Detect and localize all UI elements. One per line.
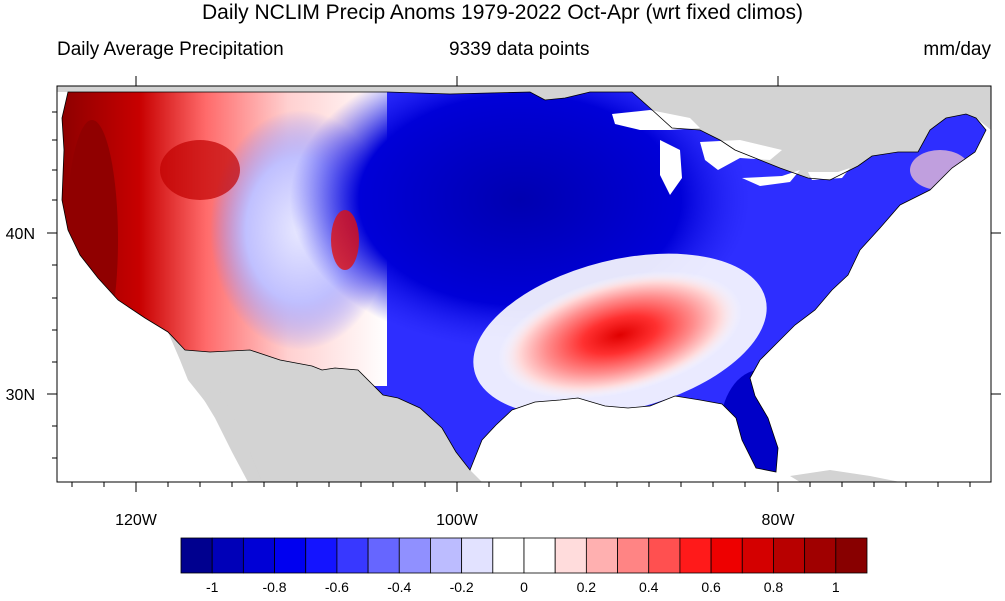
mexico-land <box>168 332 482 482</box>
colorbar-swatch <box>367 537 400 574</box>
colorbar-swatch <box>430 537 463 574</box>
colorbar-label: -0.2 <box>450 579 474 595</box>
subtitle-center: 9339 data points <box>449 39 590 60</box>
us-outline <box>61 91 987 473</box>
colorbar-label: 0.2 <box>577 579 597 595</box>
colorbar-label: -0.4 <box>387 579 411 595</box>
colorbar-swatch <box>617 537 650 574</box>
colorbar-swatch <box>211 537 244 574</box>
axis-ticks <box>47 76 1001 492</box>
colorbar-swatch <box>710 537 743 574</box>
colorbar-swatch <box>461 537 494 574</box>
colorbar-swatch <box>741 537 774 574</box>
colorbar-swatch <box>336 537 369 574</box>
colorbar-label: 0 <box>520 579 528 595</box>
colorbar-swatch <box>398 537 431 574</box>
subtitle-left: Daily Average Precipitation <box>57 39 284 60</box>
colorbar-label: 0.4 <box>639 579 659 595</box>
baja-peninsula <box>186 356 262 482</box>
colorbar-swatch <box>305 537 338 574</box>
colorbar-swatch <box>523 537 556 574</box>
x-tick-80w: 80W <box>762 512 796 529</box>
colorbar-label: 0.6 <box>701 579 721 595</box>
colorbar: -1 -0.8 -0.6 -0.4 -0.2 0 0.2 0.4 0.6 0.8 1 <box>180 537 868 595</box>
colorbar-label: 1 <box>832 579 840 595</box>
map-title: Daily NCLIM Precip Anoms 1979-2022 Oct-A… <box>201 1 804 24</box>
colorbar-swatch <box>773 537 806 574</box>
colorbar-swatch <box>648 537 681 574</box>
colorbar-swatch <box>804 537 837 574</box>
y-tick-30n: 30N <box>6 387 35 404</box>
colorbar-label: -1 <box>206 579 219 595</box>
map-frame <box>56 85 992 483</box>
colorbar-swatch <box>274 537 307 574</box>
colorbar-swatch <box>835 537 868 574</box>
great-lakes <box>612 110 850 195</box>
x-tick-100w: 100W <box>436 512 479 529</box>
cuba-land <box>790 470 900 482</box>
colorbar-swatch <box>180 537 213 574</box>
colorbar-swatch <box>585 537 618 574</box>
colorbar-label: -0.8 <box>262 579 286 595</box>
colorbar-label: -0.6 <box>325 579 349 595</box>
colorbar-swatch <box>242 537 275 574</box>
colorbar-label: 0.8 <box>764 579 784 595</box>
x-tick-120w: 120W <box>115 512 158 529</box>
colorbar-swatch <box>492 537 525 574</box>
subtitle-units: mm/day <box>923 39 991 60</box>
y-tick-40n: 40N <box>6 226 35 243</box>
colorbar-swatch <box>679 537 712 574</box>
colorbar-swatch <box>554 537 587 574</box>
map-area <box>57 86 991 482</box>
